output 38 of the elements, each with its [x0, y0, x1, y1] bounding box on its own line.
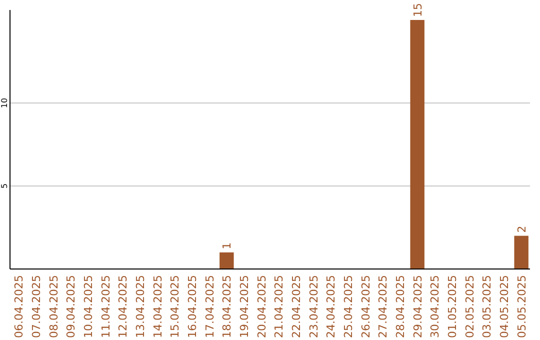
- x-tick-label: 23.04.2025: [307, 275, 320, 338]
- x-tick-label: 17.04.2025: [203, 275, 216, 338]
- x-tick-label: 27.04.2025: [376, 275, 390, 338]
- x-tick-label: 26.04.2025: [359, 275, 372, 338]
- data-label: 15: [411, 2, 424, 17]
- x-tick-label: 14.04.2025: [151, 275, 164, 338]
- x-tick-label: 09.04.2025: [64, 275, 78, 338]
- x-tick-label: 03.05.2025: [480, 275, 494, 338]
- x-tick-label: 04.05.2025: [498, 275, 511, 338]
- bar: [220, 252, 234, 269]
- x-tick-label: 19.04.2025: [238, 275, 251, 338]
- x-tick-label: 30.04.2025: [428, 275, 442, 338]
- bar: [514, 236, 528, 269]
- x-tick-label: 22.04.2025: [290, 275, 303, 338]
- x-tick-label: 25.04.2025: [342, 275, 355, 338]
- x-tick-label: 10.04.2025: [82, 275, 95, 338]
- x-tick-label: 13.04.2025: [134, 275, 147, 338]
- data-label: 2: [515, 226, 528, 233]
- x-tick-label: 08.04.2025: [47, 275, 60, 338]
- y-tick-label: 10: [0, 98, 9, 108]
- x-tick-label: 20.04.2025: [255, 275, 268, 338]
- x-tick-label: 02.05.2025: [463, 275, 476, 338]
- x-tick-label: 24.04.2025: [324, 275, 338, 338]
- x-tick-label: 05.05.2025: [515, 275, 528, 338]
- x-tick-label: 18.04.2025: [220, 275, 234, 338]
- x-tick-label: 11.04.2025: [99, 275, 112, 338]
- x-tick-label: 07.04.2025: [30, 275, 43, 338]
- data-label: 1: [220, 242, 234, 250]
- x-tick-label: 15.04.2025: [168, 275, 182, 338]
- x-tick-label: 21.04.2025: [272, 275, 286, 338]
- x-tick-label: 06.04.2025: [12, 275, 26, 338]
- x-tick-label: 29.04.2025: [411, 275, 424, 338]
- x-tick-label: 12.04.2025: [116, 275, 130, 338]
- y-tick-label: 5: [0, 183, 9, 189]
- bar: [410, 20, 424, 269]
- x-tick-label: 28.04.2025: [394, 275, 407, 338]
- x-tick-label: 01.05.2025: [446, 275, 459, 338]
- x-tick-label: 16.04.2025: [186, 275, 199, 338]
